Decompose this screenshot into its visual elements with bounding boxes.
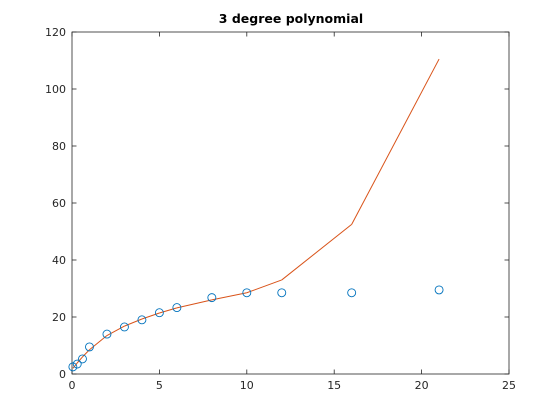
data-point-marker	[434, 285, 444, 295]
data-point-marker	[242, 288, 252, 298]
data-point-marker	[78, 354, 87, 364]
y-tick-label: 60	[52, 197, 66, 210]
x-tick-label: 15	[327, 379, 341, 392]
data-point-marker	[137, 315, 147, 325]
fit-line-segment	[176, 299, 212, 309]
fit-line-segment	[211, 292, 247, 301]
data-point-marker	[154, 308, 164, 318]
chart-title: 3 degree polynomial	[219, 11, 363, 26]
fit-line-segment	[141, 312, 160, 320]
fit-line-segment	[159, 307, 178, 314]
x-tick-label: 25	[502, 379, 516, 392]
data-point-marker	[102, 329, 112, 339]
data-point-marker	[119, 322, 129, 332]
fit-line-segment	[281, 223, 352, 281]
x-tick-label: 5	[156, 379, 163, 392]
data-point-marker	[172, 303, 182, 313]
y-tick-label: 40	[52, 254, 66, 267]
y-tick-label: 100	[45, 83, 66, 96]
data-point-marker	[207, 293, 217, 303]
plot-area	[71, 31, 510, 375]
data-point-marker	[85, 342, 94, 352]
fit-line-segment	[72, 362, 78, 369]
data-point-marker	[277, 288, 287, 298]
fit-line-segment	[246, 279, 282, 294]
fit-line-segment	[106, 325, 125, 336]
data-point-marker	[347, 288, 357, 298]
data-markers-layer	[68, 285, 444, 372]
data-point-marker	[68, 362, 78, 372]
y-tick-label: 80	[52, 140, 66, 153]
x-tick-label: 20	[415, 379, 429, 392]
y-tick-label: 120	[45, 26, 66, 39]
fit-line-segment	[124, 318, 143, 327]
axis-ticks: 0 5 10 15 20 25 0 20 40 60 80 100 120	[45, 26, 516, 392]
fit-line-segment	[351, 58, 440, 225]
x-tick-label: 0	[69, 379, 76, 392]
data-point-marker	[72, 359, 82, 369]
fit-line-layer	[72, 58, 440, 369]
y-tick-label: 0	[59, 368, 66, 381]
y-tick-label: 20	[52, 311, 66, 324]
x-tick-label: 10	[240, 379, 254, 392]
fit-line-segment	[76, 356, 83, 364]
fit-line-segment	[89, 335, 108, 351]
